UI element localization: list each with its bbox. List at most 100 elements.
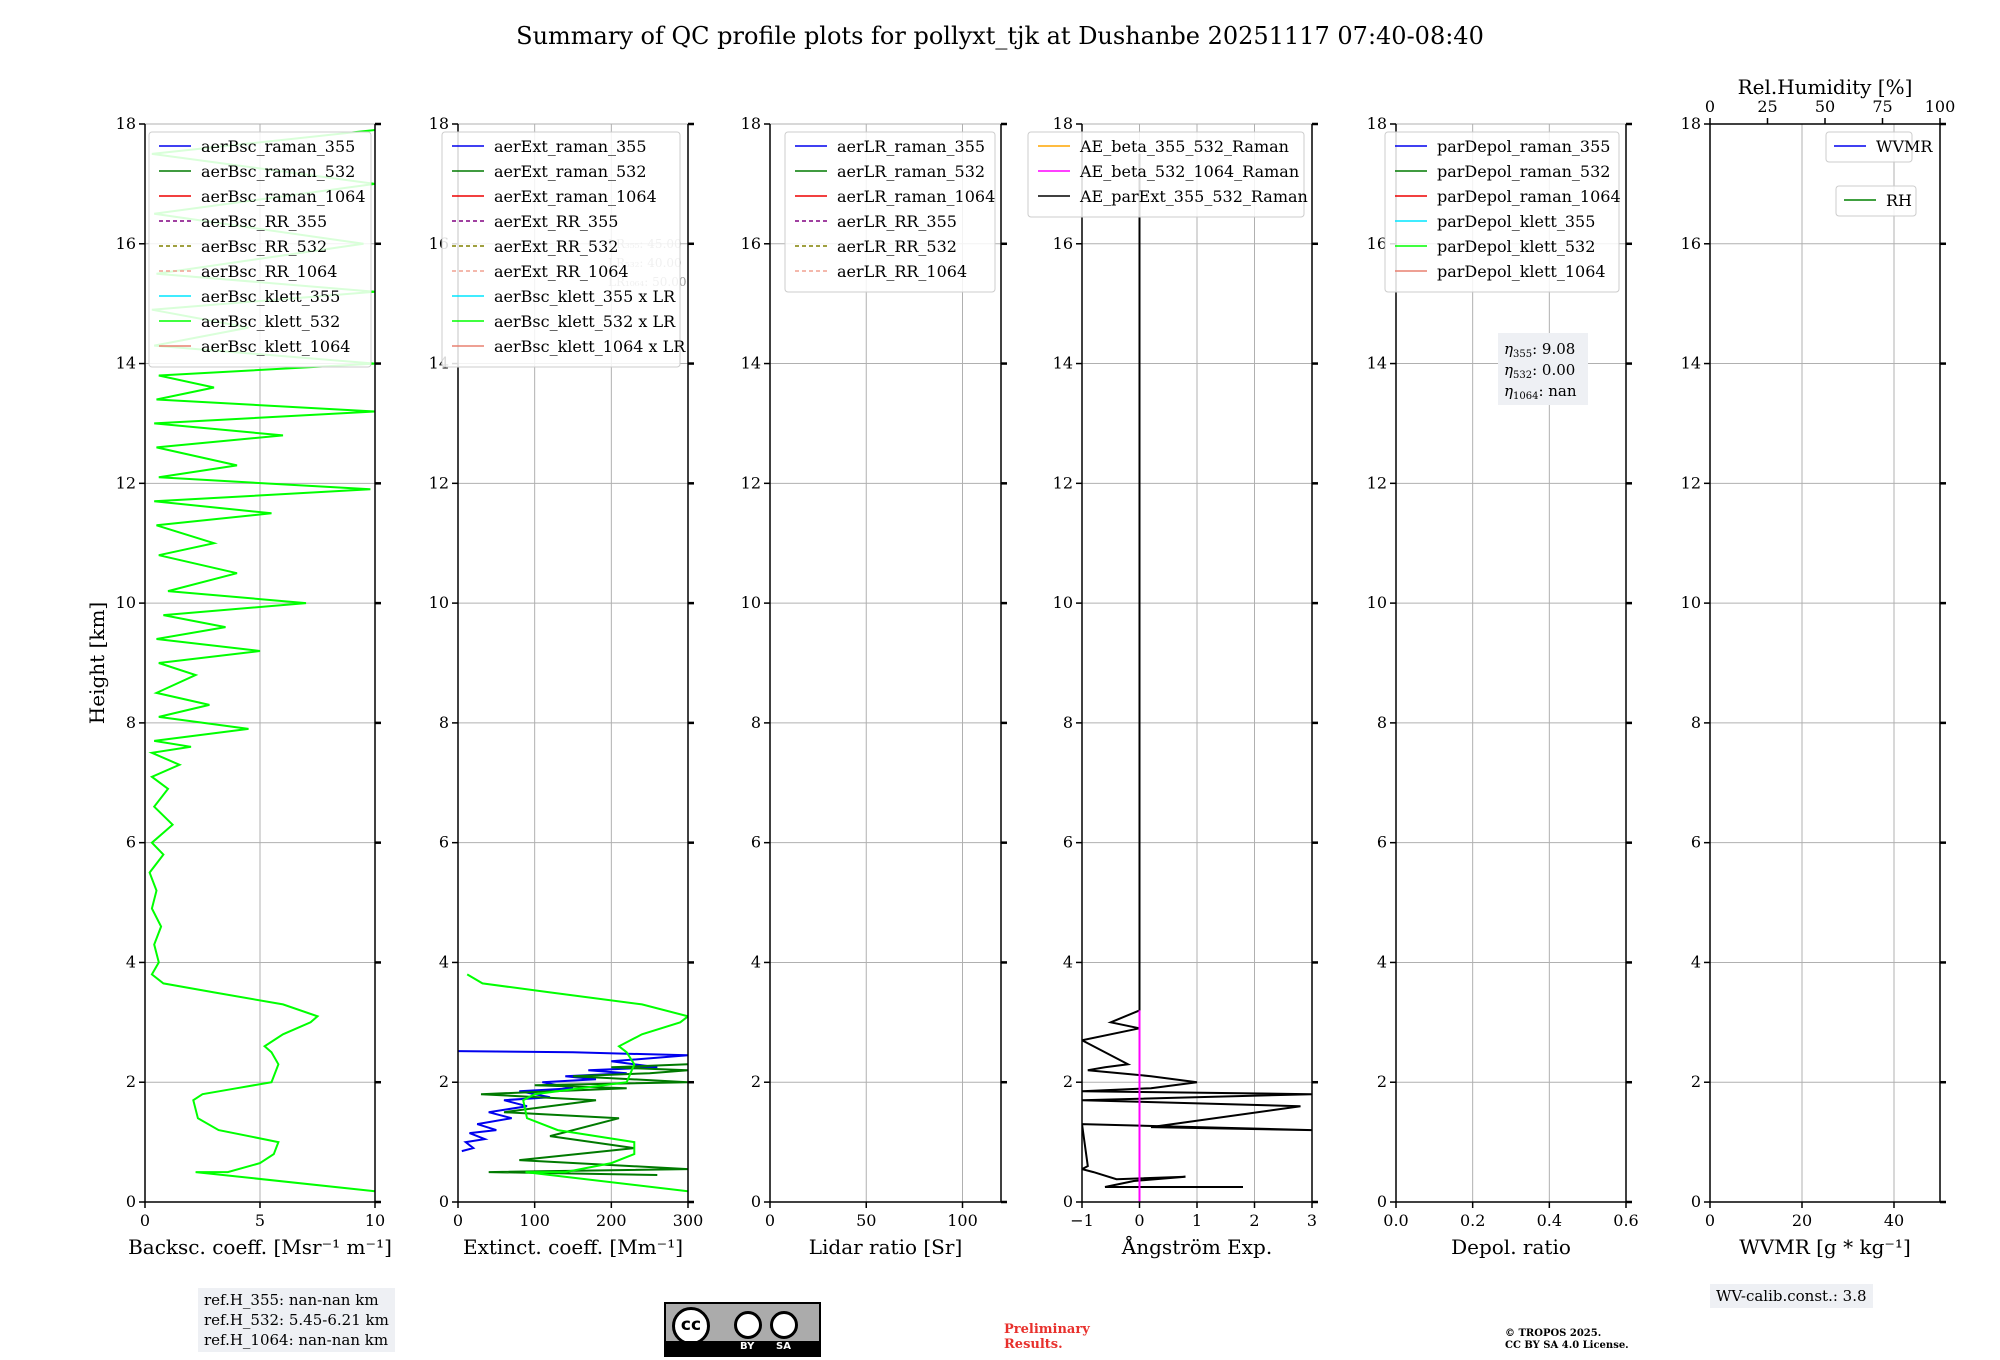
x-tick-label: 0 bbox=[1705, 1211, 1715, 1230]
legend-label: AE_beta_532_1064_Raman bbox=[1079, 162, 1299, 181]
legend-label: aerBsc_RR_532 bbox=[201, 237, 327, 256]
legend-label: aerBsc_raman_1064 bbox=[201, 187, 366, 206]
y-tick-label: 8 bbox=[1377, 713, 1387, 732]
legend-label: aerLR_raman_532 bbox=[837, 162, 985, 181]
y-tick-label: 16 bbox=[1053, 234, 1073, 253]
legend-label: aerBsc_RR_355 bbox=[201, 212, 327, 231]
y-tick-label: 6 bbox=[1691, 833, 1701, 852]
y-tick-label: 10 bbox=[429, 593, 449, 612]
y-tick-label: 14 bbox=[741, 354, 761, 373]
x-tick-label: 0 bbox=[140, 1211, 150, 1230]
x-tick-label: 50 bbox=[856, 1211, 876, 1230]
y-tick-label: 18 bbox=[116, 114, 136, 133]
y-tick-label: 4 bbox=[751, 952, 761, 971]
y-tick-label: 14 bbox=[116, 354, 136, 373]
x-tick-label: 3 bbox=[1307, 1211, 1317, 1230]
y-tick-label: 16 bbox=[116, 234, 136, 253]
legend-label: aerLR_raman_355 bbox=[837, 137, 985, 156]
cc-license-badge-icon: cc BY SA bbox=[664, 1302, 821, 1357]
y-tick-label: 8 bbox=[1063, 713, 1073, 732]
y-tick-label: 0 bbox=[126, 1192, 136, 1211]
cc-logo-icon: cc bbox=[672, 1307, 710, 1345]
x-tick-label: −1 bbox=[1070, 1211, 1094, 1230]
x-tick-label: 0.4 bbox=[1537, 1211, 1562, 1230]
legend-label: parDepol_raman_532 bbox=[1437, 162, 1610, 181]
y-tick-label: 2 bbox=[126, 1072, 136, 1091]
legend-label: RH bbox=[1886, 191, 1912, 210]
y-tick-label: 2 bbox=[1691, 1072, 1701, 1091]
legend-label: aerLR_RR_355 bbox=[837, 212, 957, 231]
y-tick-label: 18 bbox=[1367, 114, 1387, 133]
y-tick-label: 12 bbox=[429, 473, 449, 492]
x-tick-label: 300 bbox=[673, 1211, 704, 1230]
legend-wvmr: WVMR RH bbox=[1825, 131, 1933, 217]
legend-backscatter: aerBsc_raman_355 aerBsc_raman_532 aerBsc_r… bbox=[148, 131, 372, 368]
x-tick-label: 0.2 bbox=[1460, 1211, 1485, 1230]
y-tick-label: 18 bbox=[1681, 114, 1701, 133]
wv-calib-text: WV-calib.const.: 3.8 bbox=[1716, 1287, 1867, 1305]
legend-frame bbox=[1835, 185, 1917, 217]
y-tick-label: 10 bbox=[1053, 593, 1073, 612]
y-tick-label: 10 bbox=[1367, 593, 1387, 612]
y-tick-label: 12 bbox=[741, 473, 761, 492]
x-tick-label: 20 bbox=[1792, 1211, 1812, 1230]
legend-label: aerExt_RR_532 bbox=[494, 237, 618, 256]
legend-frame bbox=[1384, 131, 1620, 293]
x-axis-label: Backsc. coeff. [Msr⁻¹ m⁻¹] bbox=[128, 1235, 392, 1259]
legend-label: parDepol_raman_1064 bbox=[1437, 187, 1621, 206]
y-tick-label: 2 bbox=[1063, 1072, 1073, 1091]
y-tick-label: 4 bbox=[439, 952, 449, 971]
y-tick-label: 10 bbox=[116, 593, 136, 612]
ref-height-1064: ref.H_1064: nan-nan km bbox=[204, 1331, 389, 1349]
y-tick-label: 16 bbox=[741, 234, 761, 253]
legend-label: aerExt_RR_1064 bbox=[494, 262, 629, 281]
y-tick-label: 4 bbox=[1691, 952, 1701, 971]
legend-label: parDepol_klett_355 bbox=[1437, 212, 1595, 231]
y-tick-label: 16 bbox=[1681, 234, 1701, 253]
y-tick-label: 6 bbox=[1377, 833, 1387, 852]
y-tick-label: 6 bbox=[439, 833, 449, 852]
legend-frame bbox=[1027, 131, 1305, 218]
eta-line: η355: 9.08 bbox=[1504, 340, 1575, 360]
series-line-aerExt_raman_532 bbox=[480, 1063, 688, 1176]
x-axis-label: Extinct. coeff. [Mm⁻¹] bbox=[463, 1235, 683, 1259]
y-tick-label: 14 bbox=[1053, 354, 1073, 373]
y-tick-label: 12 bbox=[1681, 473, 1701, 492]
top-tick-label: 100 bbox=[1925, 97, 1956, 116]
legend-label: aerExt_raman_532 bbox=[494, 162, 647, 181]
x-tick-label: 200 bbox=[596, 1211, 627, 1230]
legend-extinction: aerExt_raman_355 aerExt_raman_532 aerExt_r… bbox=[441, 131, 686, 368]
legend-label: aerLR_RR_532 bbox=[837, 237, 957, 256]
series-line-AE_parExt_355_532_Raman bbox=[1082, 153, 1312, 1188]
y-axis-label: Height [km] bbox=[85, 602, 109, 724]
x-tick-label: 10 bbox=[365, 1211, 385, 1230]
y-tick-label: 2 bbox=[439, 1072, 449, 1091]
legend-label: aerBsc_klett_355 bbox=[201, 287, 340, 306]
legend-label: aerBsc_raman_355 bbox=[201, 137, 355, 156]
x-axis-label: Ångström Exp. bbox=[1121, 1234, 1272, 1259]
x-tick-label: 0.0 bbox=[1383, 1211, 1408, 1230]
y-tick-label: 10 bbox=[741, 593, 761, 612]
y-tick-label: 0 bbox=[751, 1192, 761, 1211]
y-tick-label: 6 bbox=[126, 833, 136, 852]
x-tick-label: 100 bbox=[947, 1211, 978, 1230]
top-tick-label: 75 bbox=[1872, 97, 1892, 116]
legend-label: parDepol_raman_355 bbox=[1437, 137, 1610, 156]
y-tick-label: 0 bbox=[439, 1192, 449, 1211]
share-alike-icon bbox=[770, 1311, 798, 1339]
top-tick-label: 25 bbox=[1757, 97, 1777, 116]
top-axis-label: Rel.Humidity [%] bbox=[1738, 75, 1913, 99]
legend-label: aerLR_raman_1064 bbox=[837, 187, 995, 206]
y-tick-label: 2 bbox=[751, 1072, 761, 1091]
y-tick-label: 4 bbox=[1063, 952, 1073, 971]
preliminary-note: Preliminary Results. bbox=[1004, 1322, 1090, 1352]
y-tick-label: 10 bbox=[1681, 593, 1701, 612]
x-axis-label: Lidar ratio [Sr] bbox=[809, 1235, 963, 1259]
panel-lidar_ratio: 0 2 4 6 8 10 12 14 16 18 0 50 100 Lidar ratio [Sr] aer… bbox=[741, 114, 1007, 1259]
legend-label: WVMR bbox=[1876, 137, 1933, 156]
legend-label: AE_beta_355_532_Raman bbox=[1079, 137, 1289, 156]
